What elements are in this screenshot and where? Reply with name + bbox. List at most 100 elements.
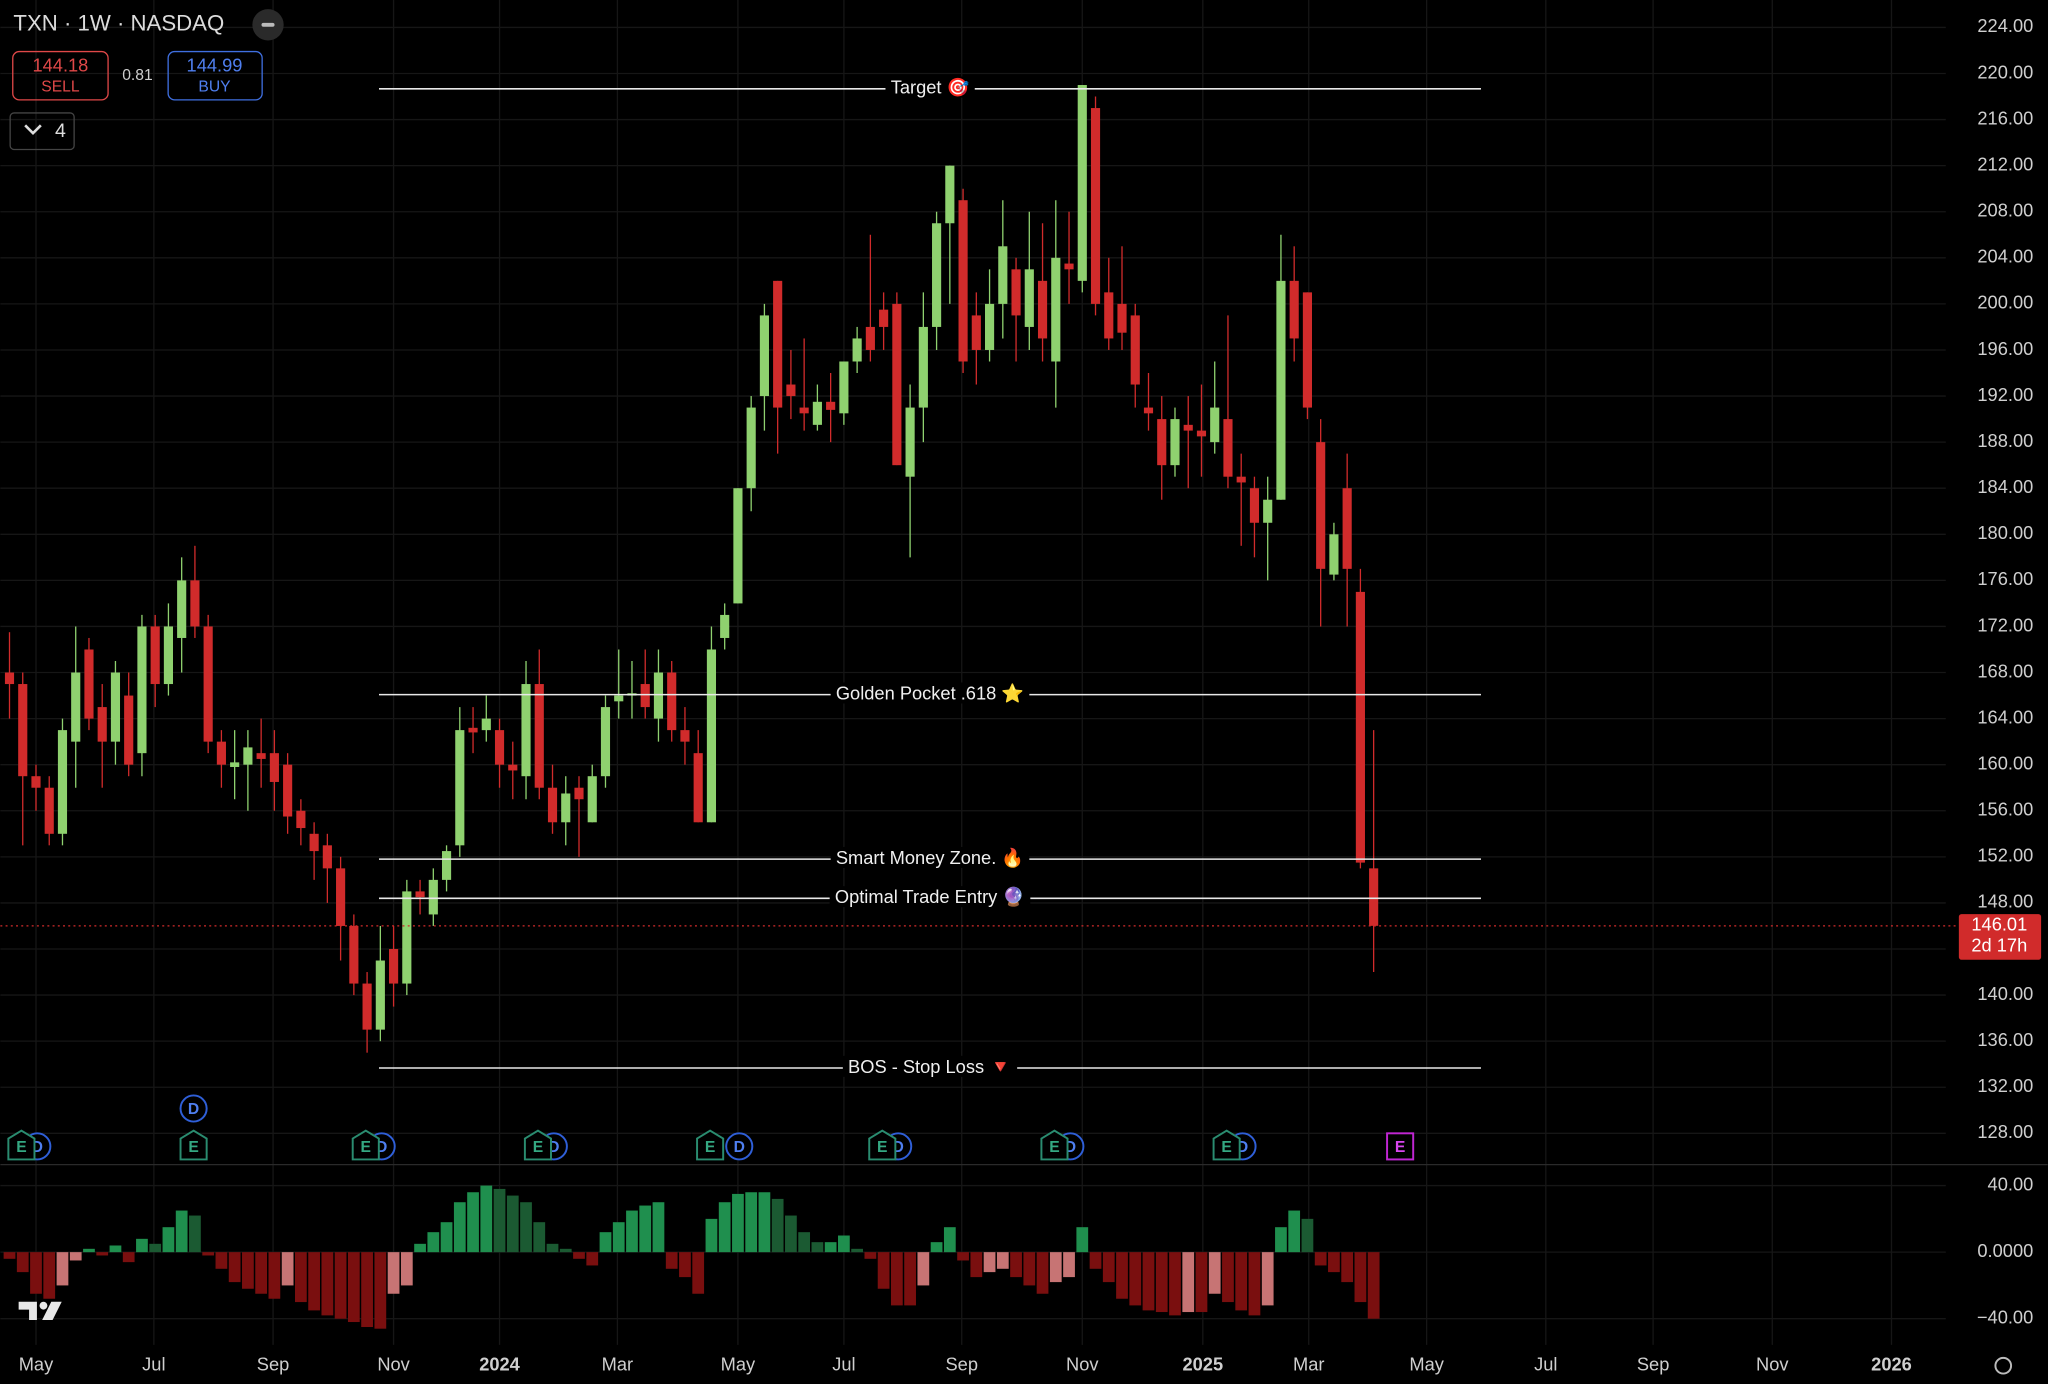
sell-button[interactable] (12, 50, 109, 101)
histogram-bar (1248, 1252, 1261, 1316)
histogram-bar (1169, 1252, 1181, 1316)
candle-body (521, 684, 531, 777)
histogram-bar (692, 1252, 705, 1294)
candle-body (256, 753, 266, 759)
y-tick-label: 184.00 (1977, 476, 2033, 497)
histogram-bar (202, 1252, 215, 1256)
candle-body (1051, 257, 1061, 362)
x-tick-label: 2024 (479, 1354, 520, 1375)
candle-body (1196, 430, 1207, 437)
histogram-bar (387, 1252, 400, 1294)
candle-body (508, 764, 518, 771)
dividend-label: D (893, 1139, 904, 1156)
chevron (24, 124, 42, 136)
x-tick-label: 2026 (1871, 1354, 1912, 1375)
settings-icon[interactable] (1994, 1356, 2013, 1375)
histogram-bar (506, 1195, 519, 1253)
candle-body (574, 787, 584, 800)
histogram-bar (573, 1252, 585, 1259)
histogram-bar (43, 1252, 56, 1299)
candle-body (1170, 419, 1180, 466)
earnings-label: E (877, 1139, 887, 1156)
candle-body (534, 684, 544, 788)
histogram-bar (122, 1252, 135, 1263)
histogram-bar (679, 1252, 691, 1278)
candle-body (773, 280, 783, 408)
indicator-toggle[interactable] (9, 112, 75, 151)
histogram-bar (175, 1210, 188, 1253)
candle-body (163, 626, 174, 685)
histogram-bar (149, 1243, 162, 1253)
histogram-bar (374, 1252, 387, 1329)
candle-body (733, 488, 743, 604)
histogram-bar (162, 1227, 175, 1253)
buy-button[interactable] (167, 50, 263, 101)
histogram-bar (732, 1193, 744, 1253)
level-label: Smart Money Zone. 🔥 (836, 847, 1024, 868)
candle-body (1090, 108, 1101, 304)
histogram-bar (1354, 1252, 1367, 1303)
histogram-bar (758, 1192, 771, 1253)
earnings-badge (1386, 1132, 1415, 1161)
candle-body (1263, 499, 1273, 523)
earnings-badge (696, 1129, 725, 1161)
histogram-bar (718, 1202, 731, 1253)
histogram-bar (1116, 1252, 1128, 1299)
histogram-bar (453, 1202, 466, 1253)
candle-body (481, 718, 491, 731)
candle-body (1064, 263, 1074, 270)
histogram-bar (930, 1242, 943, 1253)
candle-body (614, 695, 624, 702)
dividend-label: D (548, 1139, 559, 1156)
y-tick-label: 200.00 (1977, 292, 2033, 313)
candle-body (905, 407, 915, 477)
histogram-bar (1367, 1252, 1380, 1319)
level-label-bg (830, 846, 1030, 868)
histogram-bar (996, 1252, 1009, 1269)
histogram-bar (1222, 1252, 1234, 1303)
candle-body (759, 315, 769, 397)
candle-body (852, 338, 862, 362)
y-tick-label: 204.00 (1977, 246, 2033, 267)
candle-body (653, 672, 664, 719)
candle-body (1342, 488, 1352, 569)
histogram-bar (1155, 1252, 1168, 1313)
histogram-bar (1235, 1252, 1248, 1311)
candle-body (971, 315, 981, 350)
plot (3, 85, 1380, 1329)
histogram-bar (69, 1252, 82, 1261)
candle-body (1011, 269, 1021, 316)
dividend-label: D (734, 1139, 745, 1156)
histogram-bar (1182, 1252, 1195, 1313)
candle-body (1104, 292, 1114, 339)
candle-body (1143, 407, 1154, 414)
histogram-bar (745, 1192, 758, 1253)
symbol: TXN · 1W · NASDAQ (13, 11, 224, 36)
candle-body (190, 580, 200, 627)
candle-body (31, 776, 41, 788)
histogram-bar (612, 1222, 625, 1253)
earnings-label: E (1049, 1139, 1059, 1156)
histogram-bar (427, 1232, 440, 1253)
candle-body (932, 223, 942, 327)
histogram-bar (480, 1185, 493, 1253)
y-tick-label: 156.00 (1977, 799, 2033, 820)
x-tick-label: May (19, 1354, 54, 1375)
histogram-bar (904, 1252, 916, 1306)
grid (0, 0, 1946, 1345)
y-tick-label: 188.00 (1977, 430, 2033, 451)
x-tick-label: Nov (377, 1354, 410, 1375)
collapse-icon (261, 22, 275, 27)
candle-body (667, 672, 677, 731)
dividend-label: D (32, 1139, 43, 1156)
histogram-bar (268, 1252, 281, 1299)
dividend-badge (725, 1132, 754, 1161)
candle-body (322, 845, 332, 869)
candle-body (706, 649, 717, 823)
candle-body (84, 649, 94, 719)
level-label: Optimal Trade Entry 🔮 (835, 886, 1025, 907)
candle-body (945, 165, 955, 224)
histogram-bar (559, 1248, 572, 1253)
x-tick-label: Nov (1066, 1354, 1099, 1375)
last-price-box (1958, 914, 2042, 960)
